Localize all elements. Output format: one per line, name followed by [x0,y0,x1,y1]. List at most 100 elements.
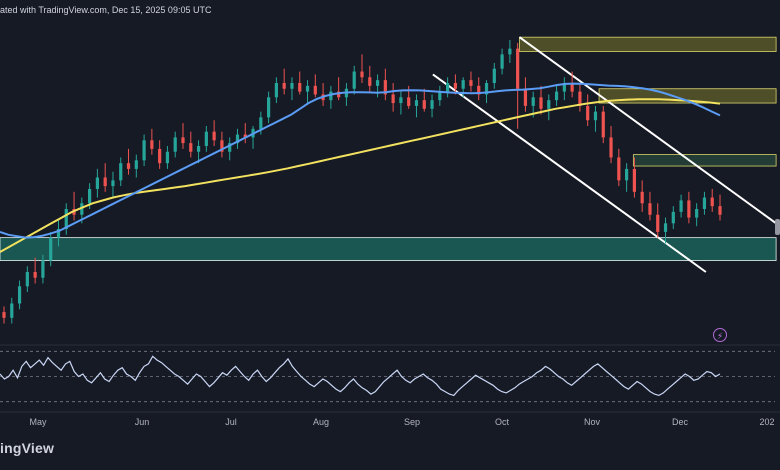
x-tick-label: Nov [584,417,601,427]
candle-body [80,203,84,215]
candle-body [547,100,551,109]
candle [523,77,528,112]
resistance-zone [632,154,777,167]
candle [329,85,333,109]
candle-body [438,91,442,101]
candle [492,62,496,89]
candle-body [461,80,465,89]
candle [49,231,53,267]
candle [609,125,613,164]
candle-body [469,80,473,86]
candle-body [337,91,341,98]
candle-body [671,211,675,224]
candle [422,88,426,112]
candle [33,257,37,284]
candle-body [25,272,29,287]
candle-body [142,140,146,161]
candle-body [360,71,364,78]
candle [274,77,278,104]
candle-body [656,214,660,232]
candle-body [500,54,504,69]
candle [453,74,457,95]
candle [500,48,504,75]
candle [601,105,605,144]
candle-body [88,188,92,204]
candle [375,74,380,98]
rsi-line [0,355,721,397]
candle [189,131,193,158]
lightning-bolt-icon[interactable]: ⚡ [713,328,727,342]
candle-body [601,111,605,138]
candle-body [17,286,22,304]
candle-body [523,88,528,106]
candle [399,91,403,115]
channel-lower-line [432,73,707,273]
candle-body [625,168,629,181]
x-tick-label: Jun [135,417,150,427]
candle [414,94,419,118]
candle-body [165,151,170,164]
candle-body [274,83,278,98]
candle [446,77,450,98]
candle-body [150,140,154,149]
chart-credit: ated with TradingView.com, Dec 15, 2025 … [0,5,212,15]
candle-body [235,134,240,144]
candle-body [663,223,668,232]
x-tick-label: Jul [225,417,237,427]
candle-body [134,160,138,169]
ma-yellow-line [0,98,721,253]
candle-body [609,137,613,158]
candle [344,83,349,106]
candle [10,297,14,324]
candle [313,74,317,98]
candle [173,131,177,158]
tradingview-logo: ingView [0,440,55,456]
candle [671,206,675,230]
candle-body [640,191,644,204]
candle [251,125,255,149]
candle-body [173,137,177,152]
candle-body [111,180,115,187]
candle-body [453,83,457,89]
candle [539,85,543,115]
candle-body [484,83,489,95]
candle-body [531,97,535,106]
candle [578,83,582,112]
candle [142,134,146,167]
candle-body [414,100,419,106]
candle-body [593,111,598,121]
candle [204,125,208,152]
candle-body [539,97,543,109]
candle [243,123,247,144]
candle-body [126,163,131,169]
x-tick-label: Aug [313,417,329,427]
candle-body [56,229,61,238]
candle-body [710,197,714,207]
candle-body [508,48,512,55]
candle [469,71,473,92]
candle-body [212,131,216,141]
candle [547,94,551,121]
candle-body [313,85,317,95]
candle-body [189,143,193,152]
candle-body [718,206,722,215]
candle [663,217,668,244]
candle [656,203,660,238]
candle-body [570,83,574,92]
candle [702,191,707,215]
candle [687,191,691,224]
candle [679,194,683,218]
candle-body [695,209,699,218]
candle-body [578,91,582,106]
upper-supply-zone [519,36,777,52]
candle [103,163,107,192]
candle [554,85,559,106]
candle-body [368,77,372,86]
price-scale-handle[interactable] [775,219,780,235]
candle-body [422,100,426,109]
ma-blue-line [0,82,721,239]
candle [391,83,395,112]
candle-body [516,48,520,89]
candle-body [282,83,286,89]
